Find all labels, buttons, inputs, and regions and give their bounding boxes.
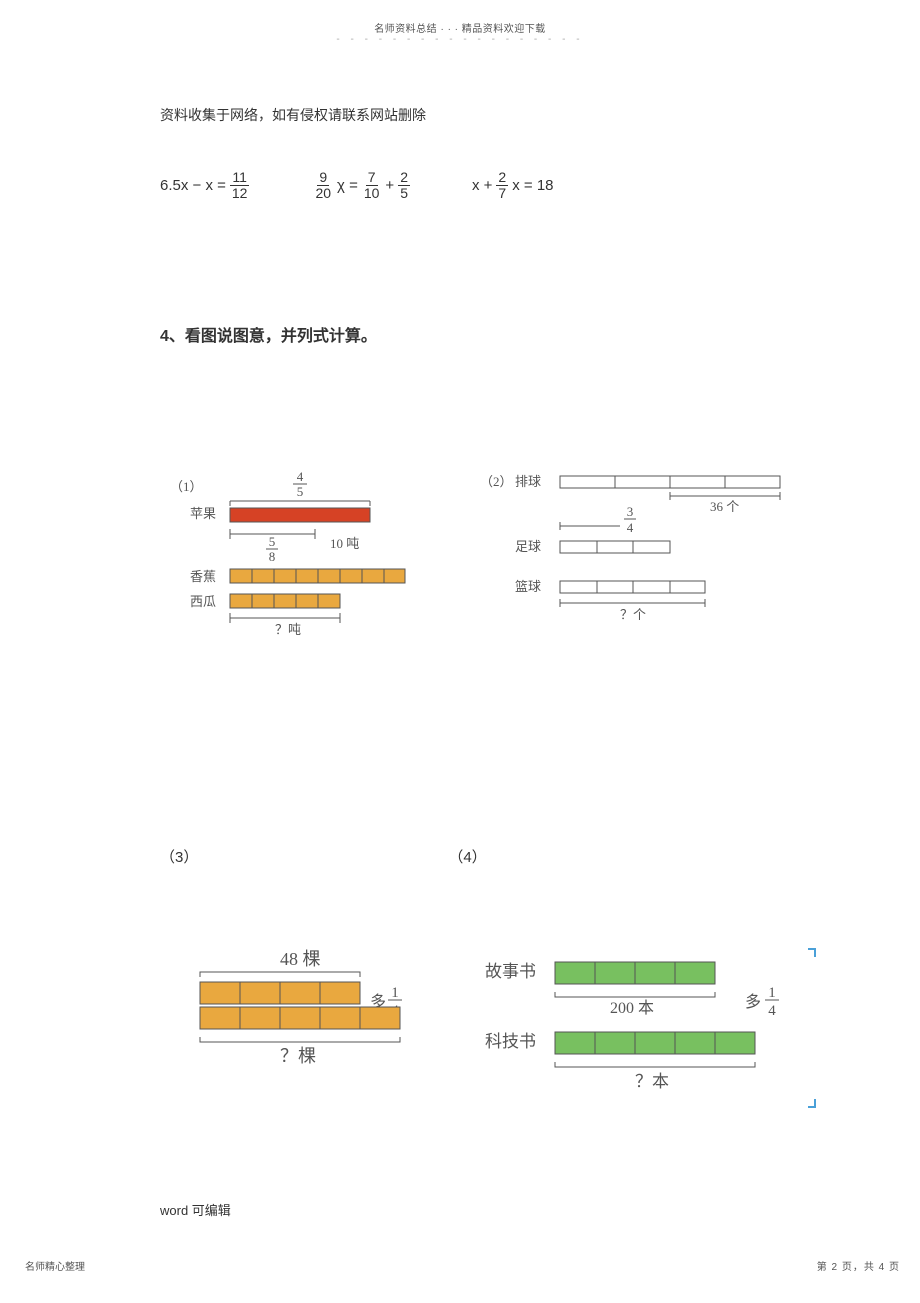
equation-2: 9 20 χ = 7 10 + 2 5	[311, 170, 412, 202]
eq1-fraction: 11 12	[230, 170, 250, 202]
d4-story-bar	[555, 962, 715, 984]
d2-count36: 36 个	[710, 499, 739, 514]
d4-tech: 科技书	[485, 1032, 536, 1051]
d3-frac-num: 1	[391, 985, 399, 1001]
eq3-frac: 2 7	[496, 170, 508, 202]
eq3-den: 7	[496, 186, 508, 201]
word-editable-note: word 可编辑	[160, 1200, 231, 1219]
d3-top-label: 48 棵	[280, 949, 321, 969]
d4-story: 故事书	[485, 962, 536, 981]
eq2-b-den: 10	[362, 186, 382, 201]
d4-corner-br	[808, 1099, 815, 1107]
d2-frac-den: 4	[627, 520, 634, 535]
d2-q-count: ？个	[620, 607, 646, 622]
diagram-1: （1） 4 5 苹果 5	[160, 466, 450, 646]
diagram-3: 48 棵 多 1 4	[160, 947, 440, 1097]
d1-wm-bar	[230, 594, 340, 608]
diagram-2: （2） 排球 36 个 3	[480, 466, 800, 646]
eq2-frac-b: 7 10	[362, 170, 382, 202]
d3-bottom-bar	[200, 1007, 400, 1029]
pair-labels: （3） （4）	[160, 846, 800, 867]
diagram-4-svg: 故事书 200 本 多 1 4 科技书	[480, 947, 820, 1117]
eq2-c-num: 2	[398, 170, 410, 186]
label-3: （3）	[160, 846, 198, 867]
eq2-mid: χ =	[337, 177, 358, 194]
d4-count200: 200 本	[610, 999, 654, 1017]
d1-apple: 苹果	[190, 506, 216, 521]
eq2-a-den: 20	[313, 186, 333, 201]
label-4: （4）	[448, 846, 486, 867]
d1-ten-ton: 10 吨	[330, 536, 359, 551]
eq3-num: 2	[496, 170, 508, 186]
d1-q-ton: ？吨	[275, 622, 301, 637]
equation-3: x + 2 7 x = 18	[472, 170, 554, 202]
d1-banana-bar	[230, 569, 405, 583]
d1-watermelon: 西瓜	[190, 594, 216, 609]
diagram-1-svg: （1） 4 5 苹果 5	[160, 466, 450, 646]
eq1-den: 12	[230, 186, 250, 201]
d2-football: 足球	[515, 539, 541, 554]
header-dashes: - - - - - - - - - - - - - - - - - -	[0, 34, 920, 45]
d3-top-bar	[200, 982, 360, 1004]
d1-banana: 香蕉	[190, 569, 216, 584]
d1-index: （1）	[170, 479, 203, 494]
eq1-num: 11	[230, 170, 249, 186]
diagrams-row-2: 48 棵 多 1 4	[160, 947, 800, 1117]
eq2-a-num: 9	[317, 170, 329, 186]
d3-q: ？棵	[280, 1046, 316, 1066]
page: 名师资料总结 · · · 精品资料欢迎下载 - - - - - - - - - …	[0, 0, 920, 1303]
eq3-post: x = 18	[512, 177, 553, 194]
copyright-notice: 资料收集于网络，如有侵权请联系网站删除	[160, 105, 800, 125]
d1-midfrac-den: 8	[269, 549, 276, 564]
d2-index: （2）	[480, 474, 513, 489]
eq1-lhs: 6.5x − x =	[160, 177, 226, 194]
d4-q: ？本	[635, 1072, 669, 1091]
d1-midfrac-num: 5	[269, 534, 276, 549]
eq2-frac-c: 2 5	[398, 170, 410, 202]
diagram-2-svg: （2） 排球 36 个 3	[480, 466, 800, 646]
footer-left: 名师精心整理	[25, 1258, 85, 1273]
eq2-plus: +	[385, 177, 394, 194]
diagram-4: 故事书 200 本 多 1 4 科技书	[480, 947, 820, 1117]
d4-corner-tr	[808, 949, 815, 957]
d1-apple-bar	[230, 508, 370, 522]
d4-frac-den: 4	[768, 1003, 776, 1019]
page-header: 名师资料总结 · · · 精品资料欢迎下载	[0, 20, 920, 35]
d2-vb-bar	[560, 476, 780, 488]
section-4-title: 4、看图说图意，并列式计算。	[160, 322, 800, 346]
footer-right: 第 2 页，共 4 页	[817, 1258, 900, 1273]
d4-tech-bar	[555, 1032, 755, 1054]
equation-row: 6.5x − x = 11 12 9 20 χ = 7 10 + 2	[160, 170, 800, 202]
eq2-frac-a: 9 20	[313, 170, 333, 202]
d2-frac-num: 3	[627, 504, 634, 519]
d1-topfrac-den: 5	[297, 484, 304, 499]
d4-frac-num: 1	[768, 985, 776, 1001]
d1-topfrac-num: 4	[297, 469, 304, 484]
diagram-3-svg: 48 棵 多 1 4	[160, 947, 440, 1097]
eq2-b-num: 7	[366, 170, 378, 186]
d2-bb-bar	[560, 581, 705, 593]
content-area: 资料收集于网络，如有侵权请联系网站删除 6.5x − x = 11 12 9 2…	[160, 105, 800, 1117]
d2-fb-bar	[560, 541, 670, 553]
eq2-c-den: 5	[398, 186, 410, 201]
d2-volleyball: 排球	[515, 474, 541, 489]
eq3-pre: x +	[472, 177, 492, 194]
equation-1: 6.5x − x = 11 12	[160, 170, 251, 202]
d4-extra: 多	[745, 993, 761, 1011]
d2-basketball: 篮球	[515, 579, 541, 594]
diagrams-row-1: （1） 4 5 苹果 5	[160, 466, 800, 646]
